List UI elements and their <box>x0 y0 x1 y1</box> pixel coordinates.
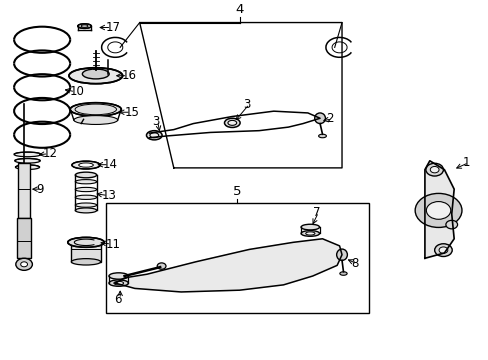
Ellipse shape <box>318 134 326 138</box>
Bar <box>105 203 368 313</box>
Text: 1: 1 <box>462 156 469 169</box>
Text: 10: 10 <box>69 85 84 98</box>
Circle shape <box>20 262 27 267</box>
Bar <box>17 217 31 258</box>
Ellipse shape <box>314 113 325 123</box>
Ellipse shape <box>75 195 97 199</box>
Text: 13: 13 <box>102 189 117 202</box>
Ellipse shape <box>75 180 97 184</box>
Circle shape <box>16 258 32 270</box>
Ellipse shape <box>74 116 118 125</box>
Text: 8: 8 <box>350 257 357 270</box>
Text: 4: 4 <box>235 3 244 16</box>
Text: 7: 7 <box>312 206 320 219</box>
Text: 14: 14 <box>103 158 118 171</box>
Circle shape <box>438 247 447 253</box>
Ellipse shape <box>15 158 40 163</box>
Circle shape <box>429 166 438 173</box>
Ellipse shape <box>157 263 165 269</box>
Text: 3: 3 <box>243 98 250 111</box>
Bar <box>18 163 30 217</box>
Polygon shape <box>115 239 341 292</box>
Ellipse shape <box>301 224 319 230</box>
Ellipse shape <box>150 133 158 138</box>
Ellipse shape <box>16 165 40 170</box>
Ellipse shape <box>70 103 121 116</box>
Text: 15: 15 <box>125 106 140 119</box>
Ellipse shape <box>82 69 109 79</box>
Ellipse shape <box>69 68 122 84</box>
Ellipse shape <box>14 152 41 157</box>
Ellipse shape <box>71 258 101 265</box>
Ellipse shape <box>109 280 128 286</box>
Ellipse shape <box>68 237 104 247</box>
Circle shape <box>426 202 450 219</box>
Circle shape <box>414 193 461 228</box>
Text: 2: 2 <box>326 112 333 126</box>
Ellipse shape <box>339 272 346 275</box>
Ellipse shape <box>114 281 123 285</box>
Ellipse shape <box>227 120 236 125</box>
Text: 6: 6 <box>114 293 122 306</box>
Text: 17: 17 <box>105 21 120 34</box>
Polygon shape <box>424 161 453 258</box>
Ellipse shape <box>78 24 91 28</box>
Ellipse shape <box>79 163 93 167</box>
Ellipse shape <box>224 118 240 127</box>
Ellipse shape <box>75 203 97 207</box>
Ellipse shape <box>336 249 346 260</box>
Bar <box>71 242 101 262</box>
Circle shape <box>434 244 451 257</box>
Ellipse shape <box>72 161 100 169</box>
Text: 11: 11 <box>105 238 120 251</box>
Ellipse shape <box>305 232 314 235</box>
Text: 16: 16 <box>122 69 136 82</box>
Ellipse shape <box>75 188 97 192</box>
Ellipse shape <box>109 273 128 279</box>
Text: 5: 5 <box>232 185 241 198</box>
Ellipse shape <box>301 231 319 236</box>
Ellipse shape <box>75 208 97 213</box>
Text: 12: 12 <box>42 147 58 160</box>
Ellipse shape <box>75 172 97 178</box>
Text: 9: 9 <box>36 183 43 195</box>
Text: 3: 3 <box>152 115 159 128</box>
Circle shape <box>425 163 443 176</box>
Circle shape <box>445 220 457 229</box>
Ellipse shape <box>146 131 162 140</box>
